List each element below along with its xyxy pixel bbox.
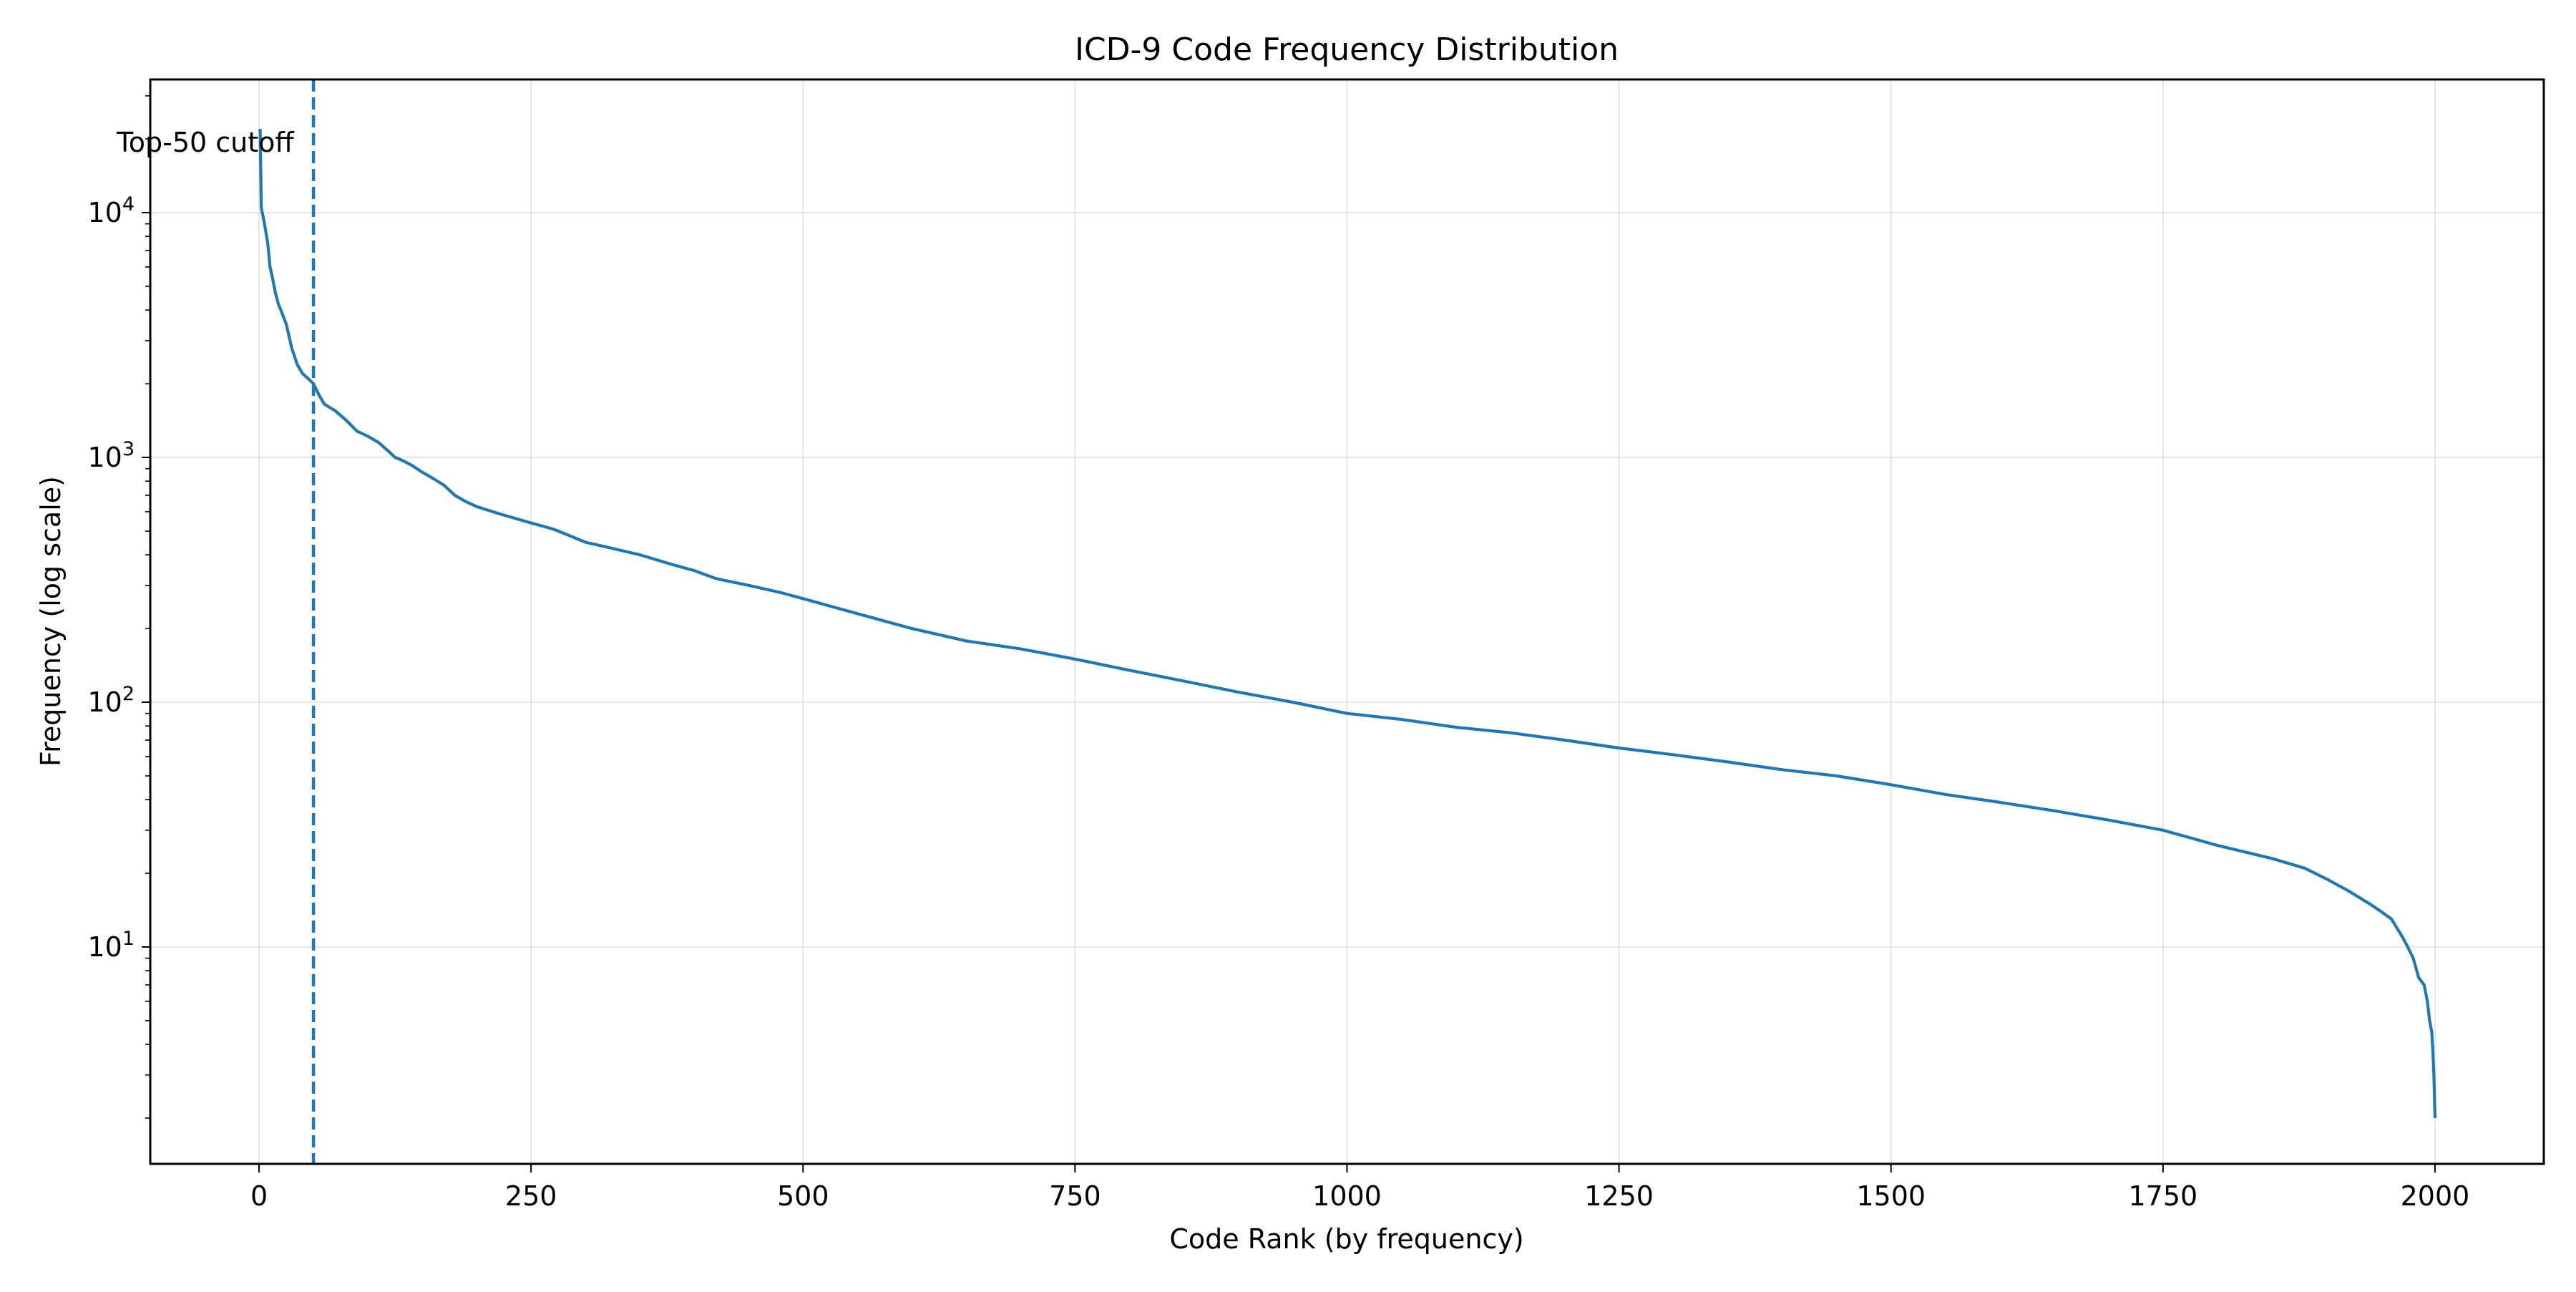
data-layer <box>258 79 2437 1164</box>
y-tick-label-base: 10 <box>87 442 122 473</box>
y-tick-label-exponent: 4 <box>122 193 135 215</box>
y-tick-label-base: 10 <box>87 931 122 963</box>
x-tick-label: 2000 <box>2401 1180 2470 1212</box>
x-axis-label: Code Rank (by frequency) <box>1169 1223 1523 1255</box>
chart-title: ICD-9 Code Frequency Distribution <box>1075 31 1619 68</box>
x-tick-label: 500 <box>777 1180 829 1212</box>
y-axis-label: Frequency (log scale) <box>35 476 67 767</box>
y-tick-label: 104 <box>87 193 135 228</box>
x-tick-label: 1000 <box>1312 1180 1382 1212</box>
y-tick-label-exponent: 2 <box>122 683 135 705</box>
y-tick-label: 101 <box>87 928 135 963</box>
x-tick-label: 1500 <box>1856 1180 1926 1212</box>
y-tick-label-base: 10 <box>87 197 122 228</box>
x-tick-label: 750 <box>1049 1180 1101 1212</box>
frequency-series-line <box>258 128 2437 1119</box>
cutoff-annotation-label: Top-50 cutoff <box>116 127 294 158</box>
x-tick-label: 0 <box>250 1180 268 1212</box>
grid-layer <box>150 79 2544 1164</box>
x-tick-label: 250 <box>505 1180 557 1212</box>
y-tick-label-exponent: 3 <box>122 438 135 460</box>
x-tick-label: 1250 <box>1584 1180 1654 1212</box>
y-tick-label-exponent: 1 <box>122 928 135 950</box>
y-tick-label: 103 <box>87 438 135 473</box>
x-tick-label: 1750 <box>2128 1180 2197 1212</box>
tick-layer: 0 250 500 750 1000 1250 1500 1750 20001011021031… <box>87 95 2470 1212</box>
y-tick-label: 102 <box>87 683 135 718</box>
y-tick-label-base: 10 <box>87 686 122 718</box>
